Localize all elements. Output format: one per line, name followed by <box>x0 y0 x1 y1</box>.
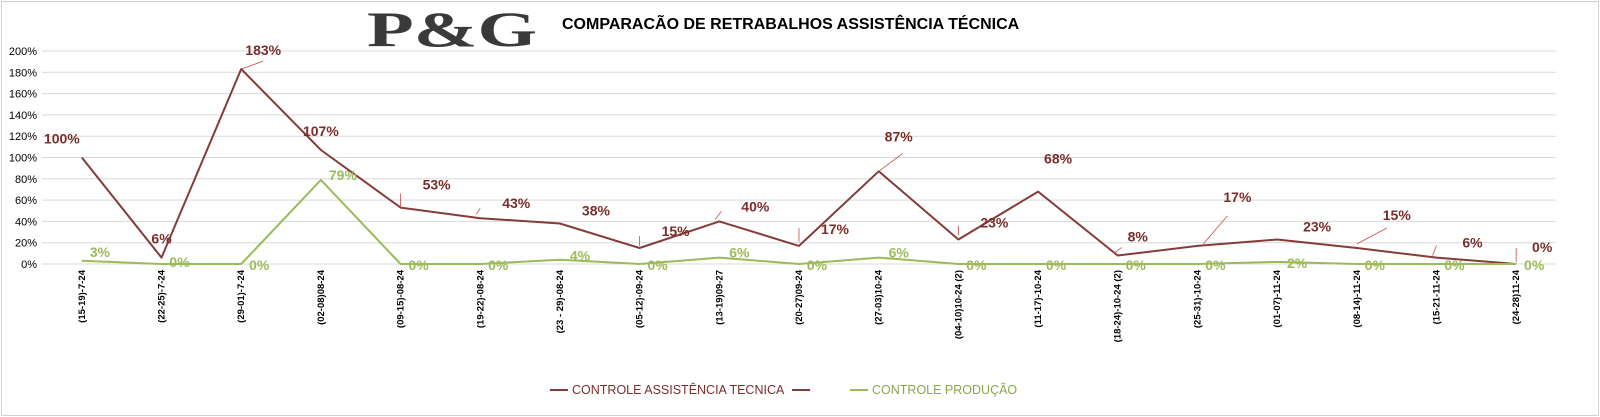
y-axis: 0% 20% 40% 60% 80% 100% 120% 140% 160% 180% 200% <box>9 46 37 271</box>
y-tick-label: 180% <box>9 67 37 79</box>
data-label-producao: 0% <box>966 257 987 273</box>
x-tick-label: (23 - 29)-08-24 <box>555 269 566 333</box>
data-label-assistencia: 23% <box>1303 219 1332 235</box>
data-label-assistencia: 40% <box>741 198 770 214</box>
data-label-producao: 0% <box>648 257 669 273</box>
data-label-assistencia: 107% <box>303 123 339 139</box>
x-tick-label: (27-03)10-24 <box>874 269 885 325</box>
y-tick-label: 20% <box>15 238 37 250</box>
data-label-assistencia: 23% <box>980 215 1009 231</box>
data-label-producao: 0% <box>1444 257 1465 273</box>
y-tick-label: 120% <box>9 131 37 143</box>
data-label-producao: 0% <box>1126 257 1147 273</box>
data-label-assistencia: 100% <box>44 131 80 147</box>
leader-line <box>241 60 264 70</box>
series-line-assistencia <box>81 68 1517 265</box>
x-tick-label: (20-27)09-24 <box>794 269 805 325</box>
data-label-producao: 0% <box>488 257 509 273</box>
data-labels: 100% 6% 183% 107% 53% 43% 38% 15% 40% 17% 87% 23% 68… <box>44 42 1553 273</box>
x-tick-label: (29-01)-7-24 <box>236 269 247 323</box>
data-label-assistencia: 53% <box>423 177 452 193</box>
y-tick-label: 80% <box>15 174 37 186</box>
data-label-assistencia: 17% <box>821 221 850 237</box>
gridlines <box>42 50 1556 265</box>
y-tick-label: 100% <box>9 153 37 165</box>
data-label-assistencia: 15% <box>1383 207 1412 223</box>
leader-line <box>714 211 722 220</box>
x-tick-label: (24-28)11-24 <box>1511 269 1522 324</box>
leader-line <box>1203 215 1228 245</box>
x-tick-label: (09-15)-08-24 <box>396 269 407 328</box>
data-label-producao: 0% <box>1205 257 1226 273</box>
data-label-producao: 3% <box>90 244 111 260</box>
data-label-producao: 6% <box>889 245 910 261</box>
x-tick-label: (08-14)-11-24 <box>1352 269 1363 327</box>
data-label-producao: 0% <box>249 257 270 273</box>
legend-label: CONTROLE ASSISTÊNCIA TECNICA <box>572 382 785 397</box>
x-axis: (15-19)-7-24 (22-25)-7-24 (29-01)-7-24 (02-… <box>77 269 1522 342</box>
y-tick-label: 40% <box>15 216 37 228</box>
data-label-producao: 0% <box>169 254 190 270</box>
data-label-producao: 0% <box>807 257 828 273</box>
leader-line <box>878 153 903 172</box>
series-lines <box>81 68 1517 265</box>
data-label-producao: 2% <box>1287 255 1308 271</box>
data-label-assistencia: 8% <box>1128 228 1149 244</box>
x-tick-label: (15-21-11-24 <box>1431 269 1442 324</box>
legend-label: CONTROLE PRODUÇÃO <box>872 383 1017 397</box>
data-label-assistencia: 6% <box>1462 235 1483 251</box>
data-label-assistencia: 68% <box>1044 151 1073 167</box>
data-label-producao: 0% <box>408 257 429 273</box>
data-label-producao: 0% <box>1365 257 1386 273</box>
y-tick-label: 200% <box>9 46 37 58</box>
leader-line <box>1356 227 1387 245</box>
x-tick-label: (25-31)-10-24 <box>1192 269 1203 328</box>
logo: P&G <box>367 2 537 57</box>
data-label-producao: 0% <box>1524 257 1545 273</box>
data-label-assistencia: 17% <box>1223 189 1252 205</box>
y-tick-label: 0% <box>21 259 37 271</box>
x-tick-label: (01-07)-11-24 <box>1272 269 1283 327</box>
data-label-producao: 79% <box>329 167 358 183</box>
legend: CONTROLE ASSISTÊNCIA TECNICA CONTROLE PRO… <box>550 382 1017 397</box>
series-line-producao <box>81 178 1517 265</box>
leader-line <box>1113 247 1122 254</box>
data-label-assistencia: 38% <box>582 203 611 219</box>
x-tick-label: (04-10)10-24 (2) <box>953 270 964 339</box>
x-tick-label: (15-19)-7-24 <box>77 269 88 323</box>
chart-title: COMPARACÃO DE RETRABALHOS ASSISTÊNCIA TÉ… <box>562 13 1020 33</box>
x-tick-label: (11-17)-10-24 <box>1033 269 1044 327</box>
data-label-assistencia: 183% <box>245 42 281 58</box>
leader-line <box>1432 245 1437 256</box>
data-label-assistencia: 43% <box>502 195 531 211</box>
data-label-assistencia: 15% <box>662 223 691 239</box>
data-label-producao: 6% <box>729 245 750 261</box>
leader-line <box>475 207 481 215</box>
logo-text: P&G <box>367 2 537 57</box>
y-tick-label: 60% <box>15 195 37 207</box>
y-tick-label: 140% <box>9 110 37 122</box>
y-tick-label: 160% <box>9 89 37 101</box>
data-label-assistencia: 6% <box>151 231 172 247</box>
x-tick-label: (02-08)08-24 <box>316 269 327 325</box>
data-label-assistencia: 0% <box>1532 239 1553 255</box>
data-label-assistencia: 87% <box>885 128 914 144</box>
x-tick-label: (13-19)09-27 <box>714 270 725 325</box>
x-tick-label: (18-24)-10-24 (2) <box>1113 270 1124 342</box>
x-tick-label: (05-12)-09-24 <box>635 269 646 328</box>
data-label-producao: 0% <box>1046 257 1067 273</box>
data-label-producao: 4% <box>570 248 591 264</box>
x-tick-label: (22-25)-7-24 <box>157 269 168 323</box>
x-tick-label: (19-22)-08-24 <box>475 269 486 328</box>
